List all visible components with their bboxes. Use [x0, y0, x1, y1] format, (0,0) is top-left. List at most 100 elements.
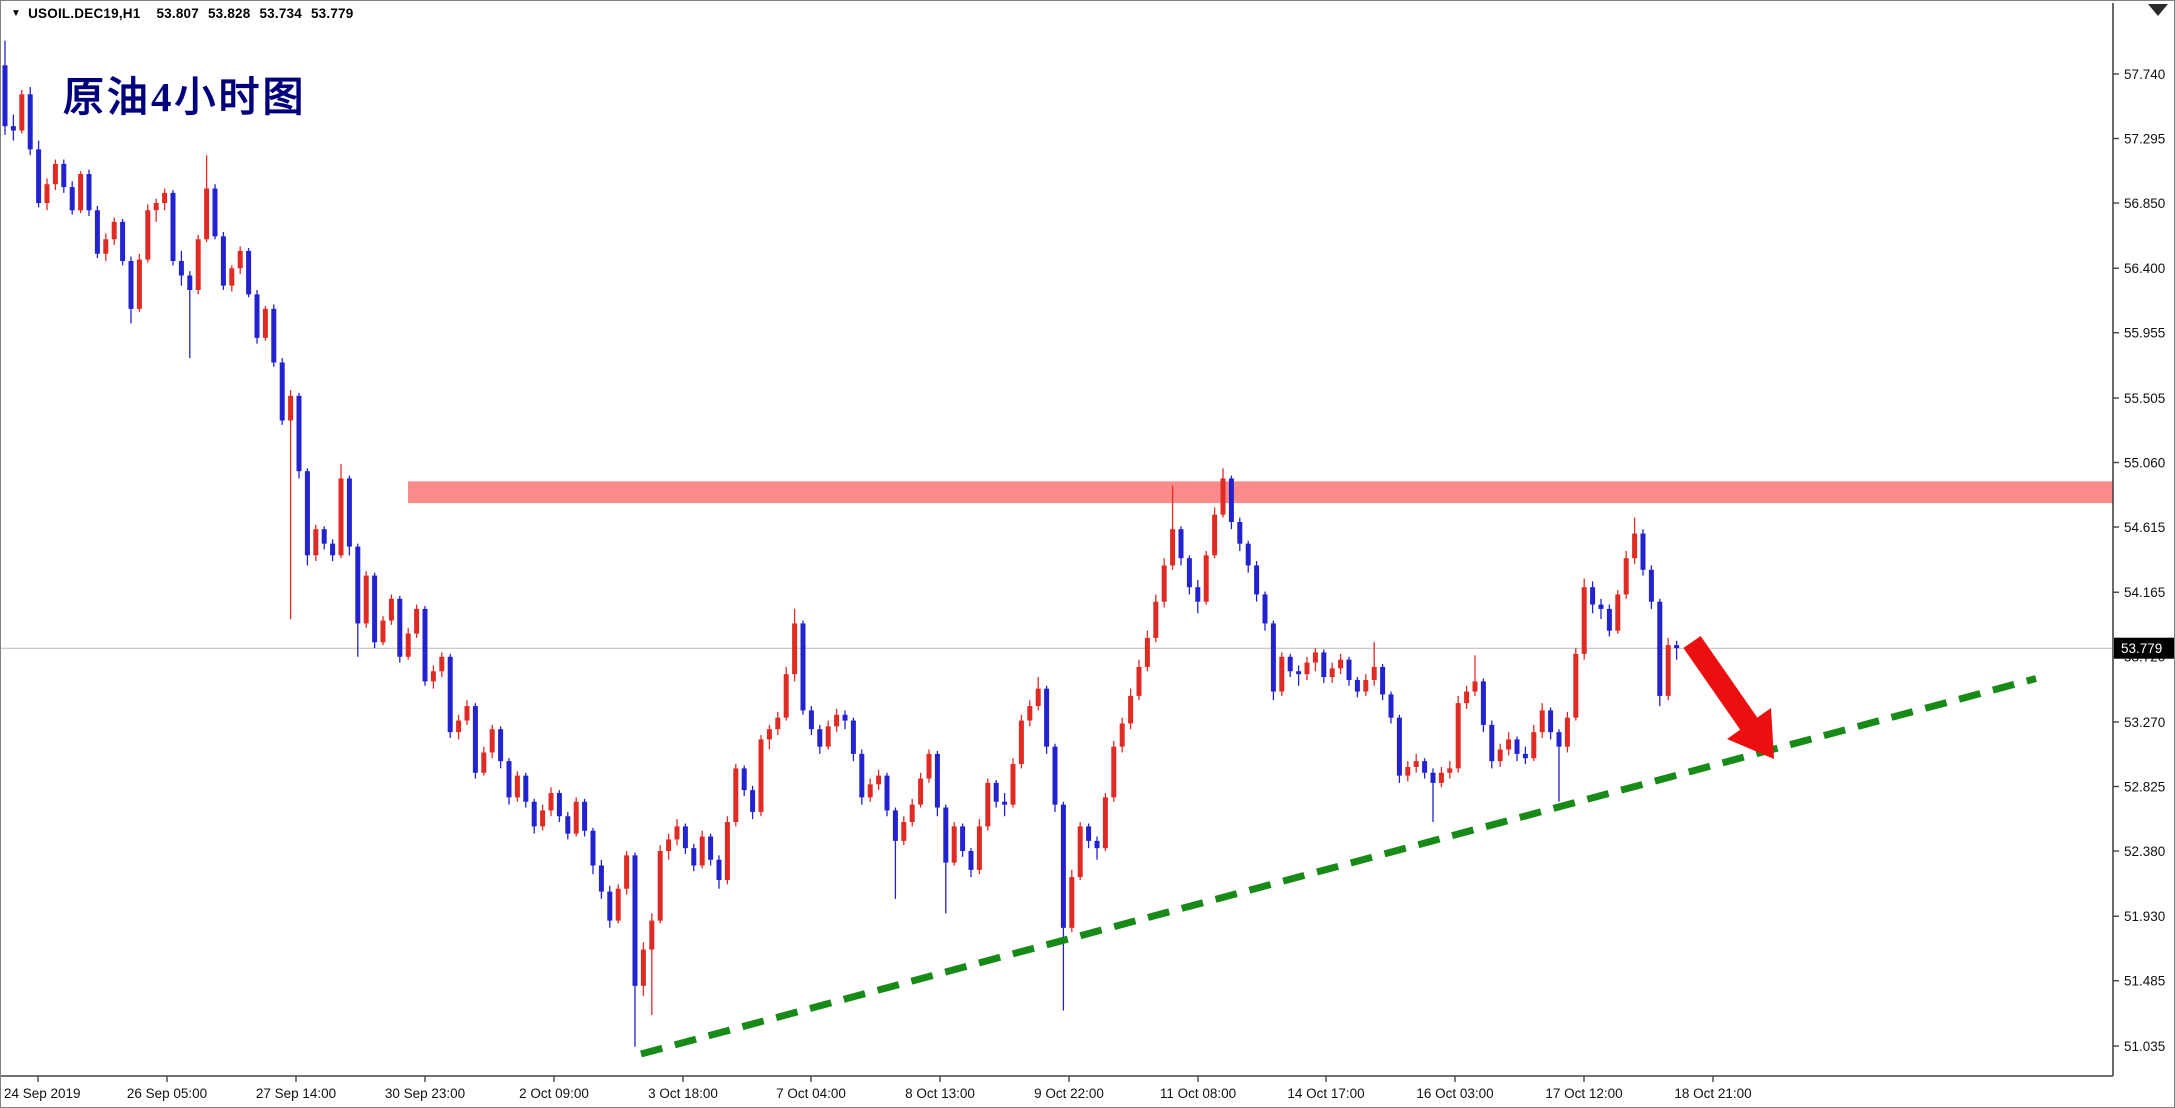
candle-body: [69, 187, 75, 211]
resistance-zone[interactable]: [408, 481, 2113, 504]
candle-body: [1338, 659, 1344, 669]
candle-body: [1674, 645, 1680, 649]
candle-body: [1119, 723, 1125, 747]
candle-body: [447, 656, 453, 733]
candle-body: [1304, 662, 1310, 675]
y-axis-label: 55.505: [2124, 391, 2165, 406]
candle-body: [548, 793, 554, 811]
candle-body: [1018, 720, 1024, 765]
candle-body: [976, 826, 982, 870]
candle-body: [1354, 679, 1360, 692]
x-axis-label: 30 Sep 23:00: [385, 1086, 465, 1101]
candle-body: [1455, 703, 1461, 769]
candle-body: [514, 775, 520, 798]
candle-body: [1287, 656, 1293, 672]
chart-annotation-title[interactable]: 原油4小时图: [63, 74, 307, 120]
candle-body: [1010, 764, 1016, 805]
x-axis-label: 27 Sep 14:00: [256, 1086, 336, 1101]
candle-body: [842, 714, 848, 721]
candle-body: [1472, 681, 1478, 692]
candle-body: [1615, 594, 1621, 631]
candle-body: [1657, 601, 1663, 696]
candle-body: [640, 949, 646, 986]
candle-body: [1438, 772, 1444, 783]
candle-body: [993, 782, 999, 802]
candle-body: [464, 706, 470, 721]
candle-body: [86, 174, 92, 211]
candle-body: [1321, 652, 1327, 678]
quote-open: 53.807: [156, 6, 199, 21]
y-axis-label: 55.060: [2124, 455, 2165, 470]
candle-body: [472, 706, 478, 773]
candle-body: [1136, 666, 1142, 696]
candle-body: [1035, 688, 1041, 707]
candle-body: [363, 575, 369, 624]
x-axis-label: 24 Sep 2019: [4, 1086, 81, 1101]
candle-body: [1380, 666, 1386, 695]
candle-body: [733, 768, 739, 823]
candle-body: [901, 822, 907, 841]
candle-body: [1346, 659, 1352, 680]
candle-body: [792, 623, 798, 675]
candle-body: [304, 471, 310, 556]
candle-body: [674, 826, 680, 840]
candle-body: [556, 793, 562, 817]
candle-body: [607, 891, 613, 921]
candle-body: [523, 775, 529, 802]
candle-body: [204, 188, 210, 240]
candle-body: [338, 478, 344, 556]
candle-body: [808, 710, 814, 730]
candle-body: [103, 239, 109, 254]
candle-body: [632, 855, 638, 986]
candle-body: [212, 188, 218, 237]
candle-body: [120, 221, 126, 262]
candle-body: [531, 801, 537, 827]
x-axis-label: 26 Sep 05:00: [127, 1086, 207, 1101]
current-price-tag-value: 53.779: [2121, 641, 2162, 656]
candle-body: [1623, 558, 1629, 595]
trendline[interactable]: [640, 675, 2037, 1058]
candle-body: [960, 826, 966, 852]
candle-body: [1405, 766, 1411, 776]
y-axis-label: 57.295: [2124, 131, 2165, 146]
x-axis-label: 16 Oct 03:00: [1416, 1086, 1493, 1101]
candle-body: [136, 259, 142, 309]
candle-body: [590, 830, 596, 866]
x-axis-label: 2 Oct 09:00: [519, 1086, 589, 1101]
candle-body: [1086, 826, 1092, 841]
candle-body: [598, 865, 604, 892]
candle-body: [943, 807, 949, 863]
candle-body: [145, 210, 151, 260]
chart-shift-marker-icon[interactable]: [2148, 4, 2168, 16]
y-axis-label: 57.740: [2124, 67, 2165, 82]
candle-body: [1329, 668, 1335, 678]
candle-body: [1161, 565, 1167, 602]
quote-close: 53.779: [310, 6, 354, 21]
candle-body: [1388, 694, 1394, 718]
candle-body: [1094, 840, 1100, 849]
candle-body: [1228, 478, 1234, 522]
arrow-tail[interactable]: [1683, 636, 1758, 730]
candle-body: [951, 826, 957, 863]
candle-body: [1497, 749, 1503, 762]
candle-body: [724, 822, 730, 881]
candle-body: [506, 761, 512, 798]
candle-body: [1296, 671, 1302, 675]
candle-body: [1514, 739, 1520, 754]
candle-body: [1531, 732, 1537, 759]
candle-body: [1195, 587, 1201, 602]
candle-body: [817, 729, 823, 747]
candle-body: [750, 790, 756, 812]
y-axis-label: 52.825: [2124, 779, 2165, 794]
candle-body: [313, 529, 319, 556]
symbol-dropdown-icon[interactable]: ▼: [11, 8, 22, 19]
candle-body: [1556, 732, 1562, 747]
y-axis-label: 51.485: [2124, 974, 2165, 989]
candle-body: [94, 210, 100, 254]
candle-body: [1464, 691, 1470, 704]
candle-body: [1212, 514, 1218, 556]
candle-body: [1245, 543, 1251, 566]
arrow-head-icon[interactable]: [1727, 708, 1774, 759]
candle-body: [246, 250, 252, 295]
